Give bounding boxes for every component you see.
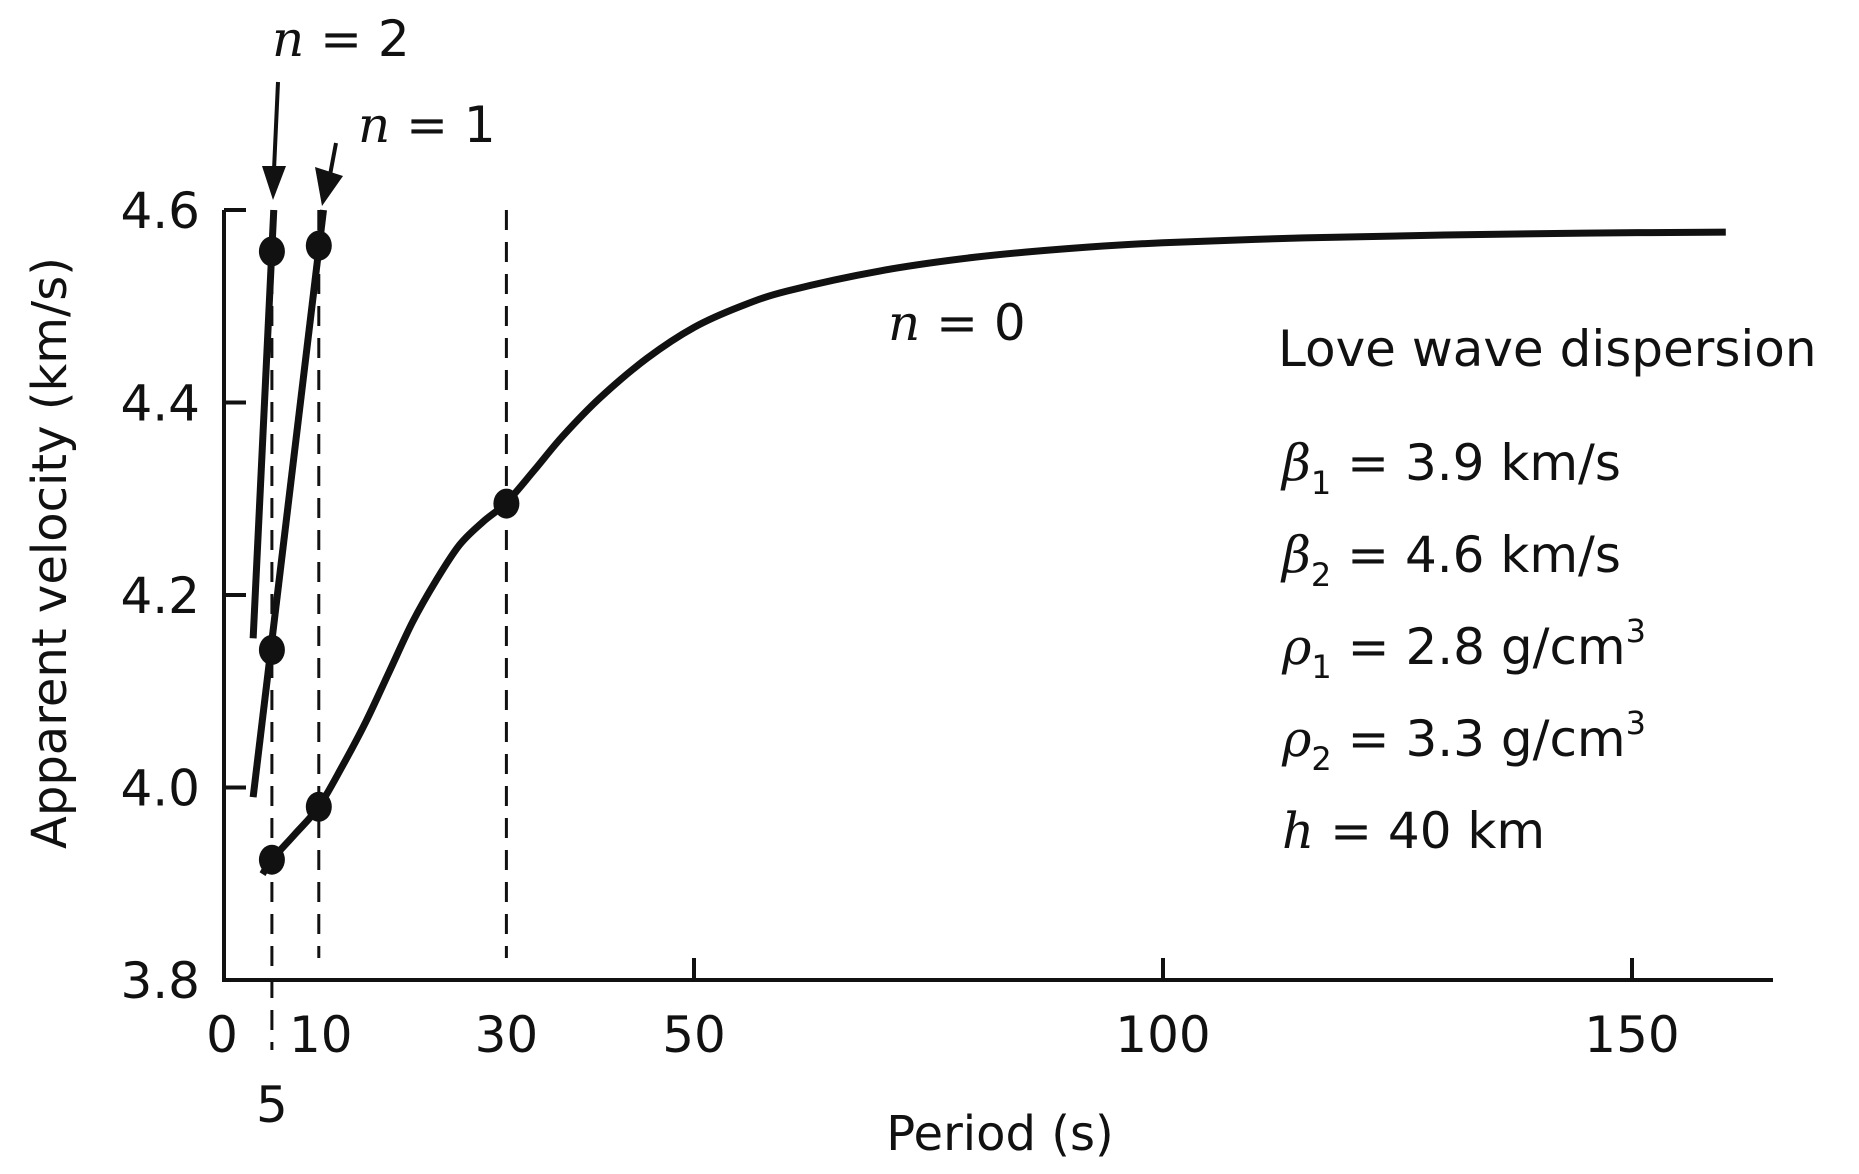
data-point bbox=[258, 236, 285, 267]
data-point bbox=[493, 488, 520, 519]
data-point bbox=[258, 844, 285, 875]
y-tick-label: 3.8 bbox=[120, 952, 200, 1010]
x-tick-label: 10 bbox=[289, 1006, 353, 1064]
y-tick-label: 4.6 bbox=[120, 182, 200, 240]
x-tick-label: 50 bbox=[662, 1006, 726, 1064]
series-label-n2: n = 2 bbox=[272, 10, 410, 68]
series-line-n1 bbox=[249, 209, 327, 798]
y-tick-label: 4.0 bbox=[120, 760, 200, 818]
parameter-line: β2 = 4.6 km/s bbox=[1280, 526, 1621, 594]
series-lines bbox=[249, 209, 1726, 877]
parameter-line: β1 = 3.9 km/s bbox=[1280, 434, 1621, 502]
series-line-n2 bbox=[249, 209, 278, 639]
x-tick-label: 100 bbox=[1115, 1006, 1210, 1064]
ticks bbox=[224, 208, 1634, 980]
data-point bbox=[305, 791, 332, 822]
parameter-line: ρ2 = 3.3 g/cm3 bbox=[1281, 704, 1646, 778]
series-markers bbox=[258, 230, 520, 875]
y-tick-label: 4.2 bbox=[120, 567, 200, 625]
parameter-line: ρ1 = 2.8 g/cm3 bbox=[1281, 612, 1646, 686]
series-label-n1: n = 1 bbox=[358, 96, 496, 154]
x-tick-label: 5 bbox=[256, 1076, 288, 1134]
x-tick-label: 30 bbox=[475, 1006, 539, 1064]
parameter-line: h = 40 km bbox=[1282, 802, 1545, 860]
arrow-n2 bbox=[262, 81, 286, 200]
series-label-n0: n = 0 bbox=[888, 294, 1026, 352]
parameter-list: β1 = 3.9 km/s β2 = 4.6 km/s ρ1 = 2.8 g/cm3… bbox=[1280, 434, 1646, 860]
y-axis-title: Apparent velocity (km/s) bbox=[22, 257, 78, 849]
x-tick-label: 0 bbox=[206, 1006, 238, 1064]
chart-title: Love wave dispersion bbox=[1278, 320, 1817, 378]
series-labels: n = 0 n = 1 n = 2 bbox=[272, 10, 1026, 352]
data-point bbox=[258, 634, 285, 665]
data-point bbox=[305, 230, 332, 261]
y-tick-label: 4.4 bbox=[120, 375, 200, 433]
arrow-n1 bbox=[315, 142, 343, 206]
x-axis-title: Period (s) bbox=[886, 1106, 1113, 1162]
x-tick-label: 150 bbox=[1584, 1006, 1679, 1064]
series-line-n0 bbox=[259, 228, 1726, 877]
